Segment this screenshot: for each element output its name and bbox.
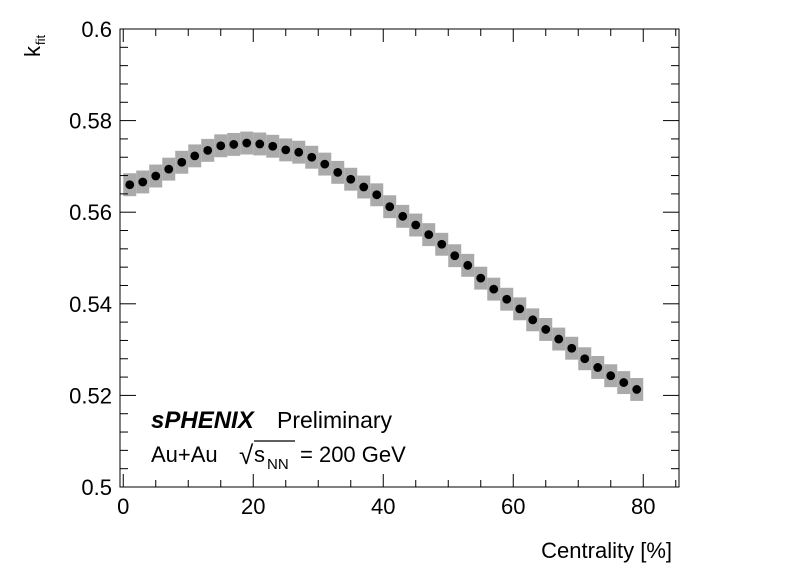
data-point xyxy=(541,325,551,334)
x-tick-label: 20 xyxy=(241,494,265,519)
x-tick-label: 40 xyxy=(371,494,395,519)
energy-variable: s xyxy=(254,442,265,467)
data-point xyxy=(346,174,356,184)
data-point xyxy=(320,159,330,169)
data-point xyxy=(372,190,382,200)
data-point xyxy=(476,273,486,283)
data-point xyxy=(281,145,291,155)
data-point xyxy=(359,182,369,192)
preliminary-label: Preliminary xyxy=(277,407,393,433)
y-tick-label: 0.6 xyxy=(81,17,112,42)
axis-tick-labels: 0 20 40 60 80 0.5 0.52 0.54 0.56 0.58 0.6 xyxy=(69,17,655,519)
data-point xyxy=(333,167,343,177)
data-point xyxy=(632,385,642,394)
data-point xyxy=(385,202,395,212)
y-tick-label: 0.56 xyxy=(69,200,112,225)
data-point xyxy=(411,220,421,230)
axis-ticks xyxy=(120,28,679,488)
data-point xyxy=(424,230,434,240)
y-axis-title-main: k xyxy=(20,45,45,57)
x-tick-label: 0 xyxy=(117,494,129,519)
y-axis-title: kfit xyxy=(20,35,48,58)
data-point xyxy=(138,177,148,187)
data-point xyxy=(463,260,473,270)
x-axis-title: Centrality [%] xyxy=(541,538,672,563)
data-point xyxy=(242,138,252,148)
data-point xyxy=(398,211,408,221)
x-tick-label: 80 xyxy=(631,494,655,519)
data-point xyxy=(606,371,616,381)
experiment-label: sPHENIX xyxy=(151,407,256,434)
energy-subscript: NN xyxy=(267,456,289,473)
data-point xyxy=(619,378,629,387)
data-point xyxy=(177,157,187,167)
x-tick-label: 60 xyxy=(501,494,525,519)
y-axis-title-subscript: fit xyxy=(33,35,48,46)
data-point xyxy=(190,151,200,161)
data-point xyxy=(489,284,499,294)
data-point xyxy=(216,141,226,151)
data-point xyxy=(255,139,265,149)
data-point xyxy=(229,140,239,149)
data-point xyxy=(268,141,278,151)
data-point xyxy=(125,180,135,190)
svg-text:kfit: kfit xyxy=(20,35,48,58)
collision-system-label: Au+Au xyxy=(151,442,218,467)
data-point xyxy=(554,334,564,344)
plot-frame xyxy=(119,28,680,488)
data-point xyxy=(580,354,590,364)
y-tick-label: 0.52 xyxy=(69,383,112,408)
sqrt-symbol: √ xyxy=(239,440,254,470)
data-point-layer xyxy=(125,138,642,394)
data-point xyxy=(203,145,213,155)
data-point xyxy=(528,315,538,325)
data-point xyxy=(502,294,512,304)
data-point xyxy=(437,239,447,249)
data-point xyxy=(567,343,577,353)
data-point xyxy=(593,363,603,372)
y-tick-label: 0.58 xyxy=(69,109,112,134)
data-point xyxy=(450,251,460,261)
data-point xyxy=(307,152,317,162)
data-point xyxy=(164,164,174,174)
data-point xyxy=(515,304,525,314)
data-point xyxy=(294,147,304,157)
y-tick-label: 0.54 xyxy=(69,292,112,317)
data-point xyxy=(151,171,161,181)
energy-value: = 200 GeV xyxy=(300,442,406,467)
y-tick-label: 0.5 xyxy=(81,475,112,500)
systematic-band-layer xyxy=(123,131,644,401)
